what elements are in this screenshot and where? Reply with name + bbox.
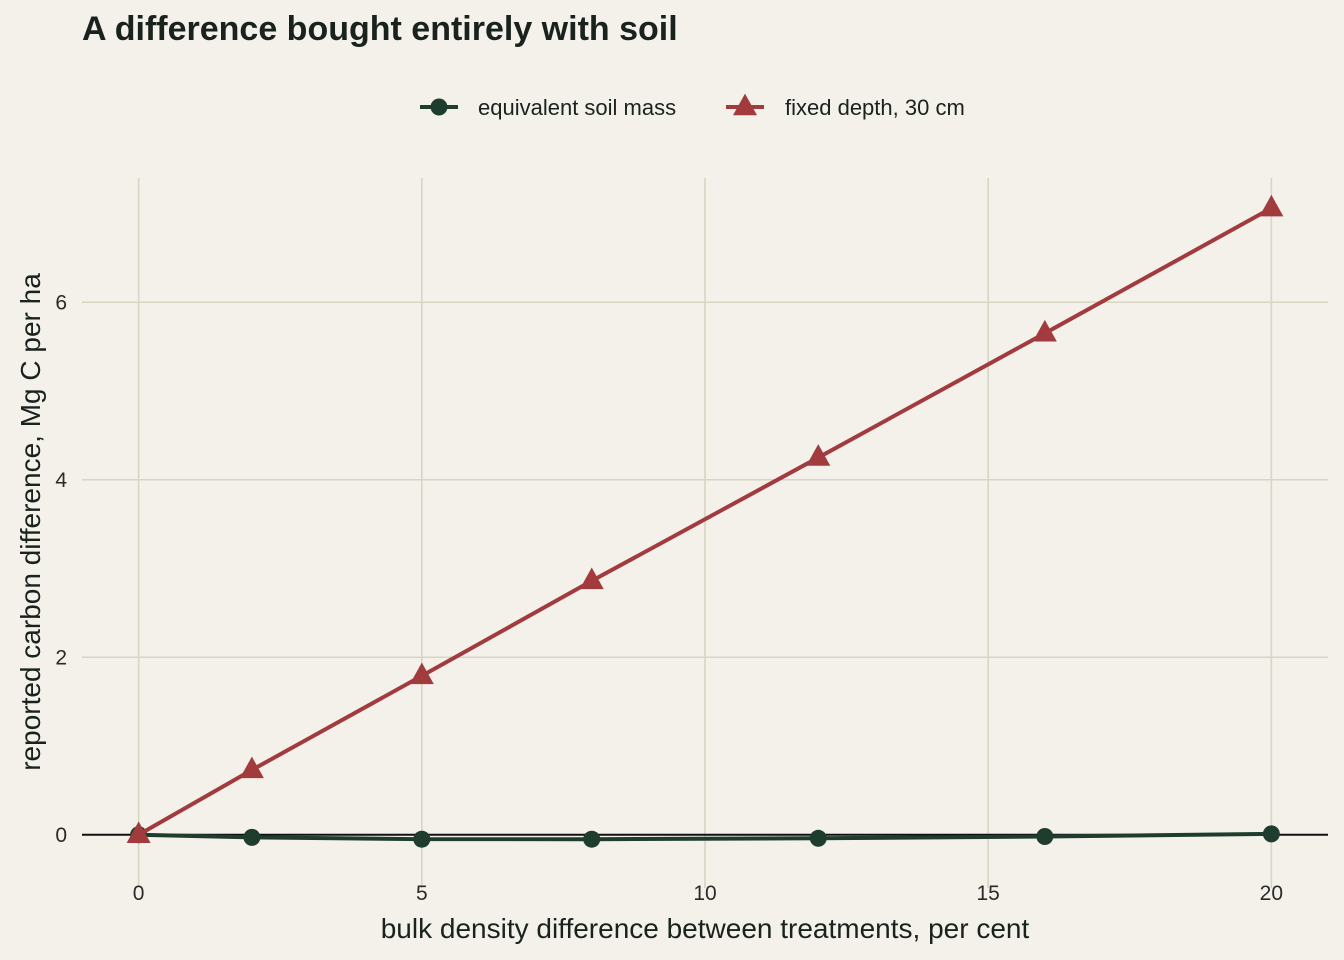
series-group <box>126 194 1284 848</box>
x-tick-label: 15 <box>977 882 1000 905</box>
grid-lines <box>82 178 1328 888</box>
data-point <box>579 567 604 590</box>
y-tick-label: 2 <box>55 646 67 669</box>
legend: equivalent soil mass fixed depth, 30 cm <box>420 93 965 120</box>
data-point <box>1262 825 1280 843</box>
series-2 <box>126 194 1284 843</box>
data-point <box>809 829 827 847</box>
legend-item: equivalent soil mass <box>420 95 676 120</box>
chart-title: A difference bought entirely with soil <box>82 10 678 48</box>
data-point <box>1032 319 1057 342</box>
series-1 <box>130 825 1280 848</box>
legend-key-marker <box>430 98 448 116</box>
data-point <box>239 756 264 779</box>
y-tick-label: 4 <box>55 469 67 492</box>
data-point <box>409 662 434 685</box>
data-point <box>413 830 431 848</box>
legend-key-marker <box>733 93 757 116</box>
x-tick-label: 0 <box>133 882 145 905</box>
tick-labels: 0 5 10 15 20 0 2 4 6 <box>55 291 1283 905</box>
data-point <box>806 444 831 466</box>
data-point <box>1036 828 1054 846</box>
x-tick-label: 20 <box>1260 882 1283 905</box>
y-axis-title: reported carbon difference, Mg C per ha <box>15 273 46 771</box>
x-tick-label: 5 <box>416 882 428 905</box>
data-point <box>583 830 601 848</box>
x-tick-label: 10 <box>693 882 716 905</box>
data-point <box>243 828 261 846</box>
legend-label: fixed depth, 30 cm <box>785 95 965 120</box>
legend-label: equivalent soil mass <box>478 95 676 120</box>
y-tick-label: 0 <box>55 824 67 847</box>
y-tick-label: 6 <box>55 291 67 314</box>
x-axis-title: bulk density difference between treatmen… <box>381 913 1030 944</box>
data-point <box>1259 194 1284 217</box>
data-point <box>126 821 151 843</box>
legend-item: fixed depth, 30 cm <box>726 93 965 120</box>
